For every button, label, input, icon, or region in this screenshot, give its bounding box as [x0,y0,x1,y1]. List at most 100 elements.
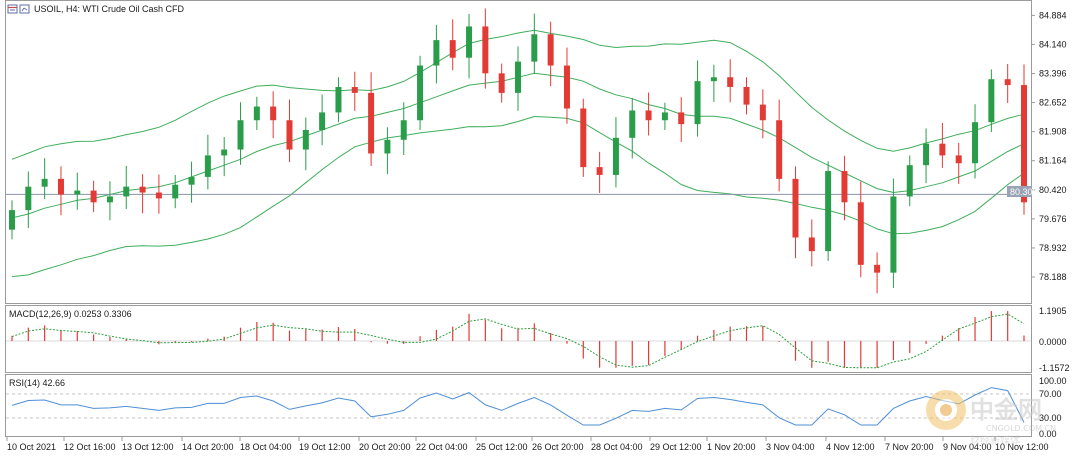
price-tick-label: 78.932 [1039,243,1067,253]
candle [596,151,603,193]
candle [1004,63,1011,104]
candle [645,92,652,136]
time-tick-label: 9 Nov 04:00 [943,442,992,452]
current-price-tag [1007,186,1032,197]
candle-body [710,77,717,82]
candle-body [857,202,864,265]
candle-body [612,137,619,175]
candle-body [188,176,195,185]
candle [25,171,32,229]
candle [368,72,375,166]
candle [139,174,146,214]
rsi-panel[interactable] [5,374,1032,437]
candle-body [449,40,456,58]
candle [498,63,505,103]
candle-body [400,120,407,140]
rsi-tick-30: 30.00 [1039,413,1062,423]
time-tick-label: 22 Oct 04:00 [416,442,468,452]
candle-body [645,110,652,121]
candle [727,59,734,103]
candle [384,127,391,175]
candle [988,69,995,132]
candle [466,13,473,79]
candle [710,64,717,102]
candle [123,165,130,209]
time-tick-label: 10 Oct 2021 [7,442,56,452]
rsi-series [11,387,1025,426]
candle-body [792,178,799,238]
time-tick-label: 13 Oct 12:00 [122,442,174,452]
candle-body [955,155,962,164]
candle-body [841,171,848,203]
candles [9,8,1027,294]
macd-series [6,311,1031,369]
candle [302,117,309,171]
candle [841,155,848,221]
candle-body [678,112,685,125]
time-tick-label: 10 Nov 12:00 [995,442,1049,452]
candle [319,94,326,146]
candle [678,97,685,143]
time-tick-label: 29 Oct 12:00 [650,442,702,452]
candle [237,102,244,165]
time-tick-label: 28 Oct 04:00 [591,442,643,452]
candle [743,77,750,115]
candle-body [727,77,734,88]
candle-body [237,120,244,150]
candle-body [302,130,309,150]
candle-body [988,79,995,123]
time-tick-label: 19 Oct 12:00 [299,442,351,452]
candle-body [874,264,881,273]
candle [74,172,81,210]
time-tick-label: 25 Oct 12:00 [476,442,528,452]
candle-body [759,104,766,121]
candle-body [531,34,538,62]
candle [400,102,407,156]
price-tick-label: 81.164 [1039,156,1067,166]
candle-body [253,106,260,121]
candle [825,161,832,261]
candle [661,102,668,131]
candle [874,252,881,294]
candle [9,200,15,240]
price-tick-label: 78.188 [1039,272,1067,282]
macd-tick-bottom: -1.1572 [1039,363,1070,373]
candle-body [482,26,489,74]
candle-body [563,65,570,109]
candle-body [417,65,424,121]
candle-body [498,73,505,93]
candle-body [319,112,326,131]
candle [694,60,701,137]
candle [106,181,113,221]
macd-label: MACD(12,26,9) 0.0253 0.3306 [9,309,132,319]
candle [270,91,277,139]
price-tick-label: 81.908 [1039,127,1067,137]
candle [57,166,64,216]
watermark-brand: 中金网 [970,396,1042,424]
price-tick-label: 82.652 [1039,98,1067,108]
watermark-site: CNGOLD.COM.CN [986,424,1056,433]
candle [629,97,636,159]
candle [515,46,521,111]
candle-body [286,120,293,150]
candle-body [74,190,81,195]
candle-body [368,92,375,154]
candle-body [351,87,358,93]
current-price-label: 80.303 [1010,187,1038,197]
watermark-tagline: 财经新媒体 [970,434,1020,447]
price-tick-label: 79.676 [1039,214,1067,224]
price-panel[interactable] [5,0,1032,304]
candle-body [221,149,228,156]
candle-body [1004,79,1011,86]
candle-body [204,155,211,177]
candle [449,19,456,71]
price-tick-label: 84.884 [1039,10,1067,20]
candle-body [25,186,32,211]
rsi-tick-0: 0.00 [1039,429,1057,439]
time-tick-label: 12 Oct 16:00 [64,442,116,452]
candle-body [596,167,603,175]
candle [955,142,962,184]
candle-body [972,122,979,164]
price-tick-label: 83.396 [1039,68,1067,78]
